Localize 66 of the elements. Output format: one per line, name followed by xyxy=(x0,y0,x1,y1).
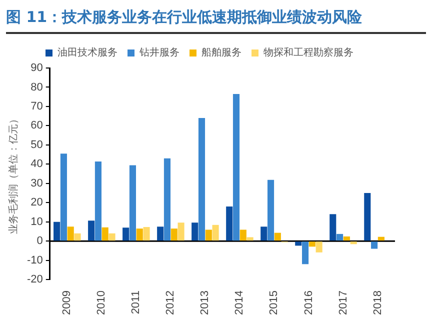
y-tick-label: 90 xyxy=(30,62,43,74)
legend-label: 船舶服务 xyxy=(202,46,242,59)
y-tick-label: 30 xyxy=(30,177,43,190)
y-tick-label: 70 xyxy=(30,100,43,112)
legend-label: 油田技术服务 xyxy=(58,46,118,59)
bar xyxy=(60,154,67,241)
chart-title: 图 11：技术服务业务在行业低速期抵御业绩波动风险 xyxy=(6,8,426,34)
x-tick-label: 2012 xyxy=(164,290,177,316)
bar xyxy=(143,227,150,241)
bar xyxy=(308,242,316,247)
bar xyxy=(260,226,268,241)
x-tick-label: 2017 xyxy=(337,290,350,316)
bar xyxy=(192,222,198,241)
bar xyxy=(102,227,108,241)
bar xyxy=(164,158,171,241)
x-tick-label: 2018 xyxy=(372,290,384,316)
y-tick-label: 50 xyxy=(30,138,43,151)
bar xyxy=(232,94,240,241)
bar xyxy=(67,226,74,241)
legend-label: 物探和工程勘察服务 xyxy=(264,46,354,59)
x-tick-label: 2014 xyxy=(234,290,246,316)
bar xyxy=(136,228,143,241)
bar xyxy=(364,192,371,241)
bar xyxy=(178,222,184,241)
bar xyxy=(74,233,81,241)
x-tick-label: 2009 xyxy=(61,290,74,316)
bar xyxy=(350,242,357,244)
bar xyxy=(94,161,102,241)
y-tick-label: 0 xyxy=(36,235,43,248)
y-tick-label: 80 xyxy=(30,81,43,94)
y-tick-label: 40 xyxy=(30,158,43,170)
bar xyxy=(371,242,378,249)
y-tick-label: 20 xyxy=(30,196,43,209)
bar xyxy=(226,206,233,241)
bar xyxy=(54,222,60,241)
x-tick-label: 2011 xyxy=(130,290,142,314)
bar xyxy=(170,228,178,241)
bar xyxy=(246,237,254,241)
y-tick-label: 60 xyxy=(30,120,43,132)
y-tick-label: 10 xyxy=(30,216,43,228)
bar xyxy=(108,233,116,241)
y-axis-title: 业务毛利润（单位：亿元） xyxy=(8,114,20,234)
bar xyxy=(212,224,219,241)
bar xyxy=(122,228,130,241)
bar xyxy=(198,118,206,241)
x-tick-label: 2015 xyxy=(268,290,280,316)
bar xyxy=(295,242,302,246)
bar xyxy=(343,236,350,241)
bar xyxy=(205,230,212,241)
bar xyxy=(316,242,322,252)
bar xyxy=(336,234,344,241)
bar xyxy=(157,226,164,241)
x-tick-label: 2013 xyxy=(199,290,212,316)
bar xyxy=(88,220,95,241)
bar xyxy=(240,230,246,241)
x-tick-label: 2016 xyxy=(302,290,315,316)
bar xyxy=(330,214,336,241)
bar xyxy=(302,242,309,264)
bar xyxy=(129,165,136,241)
bar xyxy=(267,180,274,241)
x-tick-label: 2010 xyxy=(96,290,108,316)
bar xyxy=(274,232,281,241)
legend-label: 钻井服务 xyxy=(138,46,180,59)
bar xyxy=(378,236,384,241)
y-tick-label: -20 xyxy=(26,274,43,286)
y-tick-label: -10 xyxy=(26,254,43,266)
